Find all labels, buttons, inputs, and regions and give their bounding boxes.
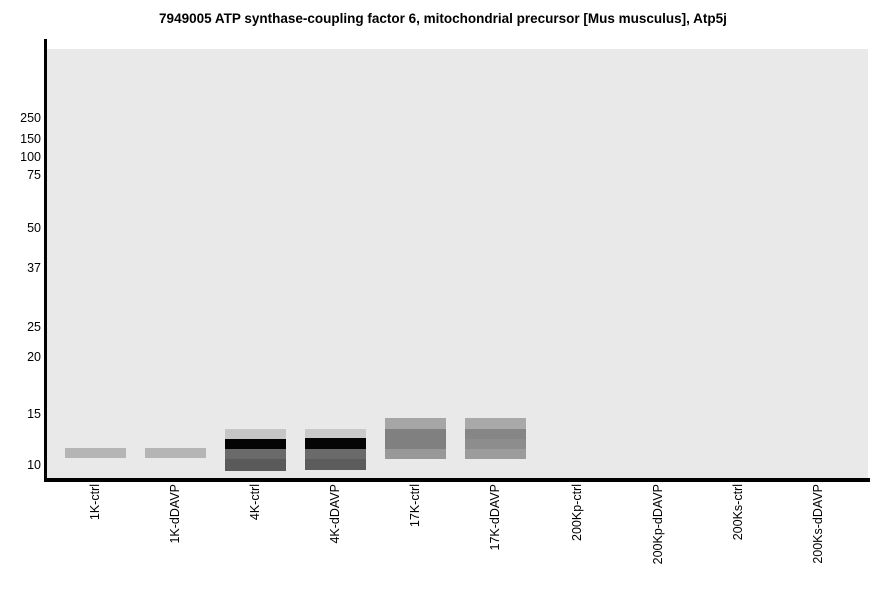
blot-band <box>385 449 446 459</box>
lane-label-4K-dDAVP: 4K-dDAVP <box>328 484 342 544</box>
blot-band <box>465 429 526 439</box>
lane-label-200Ks-ctrl: 200Ks-ctrl <box>731 484 745 541</box>
blot-band <box>305 449 366 459</box>
blot-band <box>65 448 126 458</box>
x-axis-line <box>44 478 870 482</box>
mw-marker-15: 15 <box>27 407 41 421</box>
mw-marker-150: 150 <box>20 132 41 146</box>
blot-band <box>225 439 286 449</box>
mw-marker-20: 20 <box>27 350 41 364</box>
mw-marker-25: 25 <box>27 320 41 334</box>
mw-marker-37: 37 <box>27 261 41 275</box>
y-axis-line <box>44 39 47 482</box>
lane-label-1K-ctrl: 1K-ctrl <box>88 484 102 521</box>
blot-band <box>225 459 286 471</box>
mw-marker-100: 100 <box>20 150 41 164</box>
lane-label-17K-ctrl: 17K-ctrl <box>408 484 422 528</box>
blot-band <box>305 429 366 438</box>
blot-band <box>465 418 526 429</box>
blot-band <box>385 429 446 449</box>
lane-label-1K-dDAVP: 1K-dDAVP <box>168 484 182 544</box>
mw-marker-75: 75 <box>27 168 41 182</box>
blot-band <box>305 438 366 449</box>
figure-title: 7949005 ATP synthase-coupling factor 6, … <box>159 11 727 26</box>
lane-label-200Kp-dDAVP: 200Kp-dDAVP <box>651 484 665 565</box>
blot-band <box>145 448 206 458</box>
blot-band <box>385 418 446 429</box>
lane-label-4K-ctrl: 4K-ctrl <box>248 484 262 521</box>
lane-label-200Ks-dDAVP: 200Ks-dDAVP <box>811 484 825 564</box>
mw-marker-50: 50 <box>27 221 41 235</box>
mw-marker-250: 250 <box>20 111 41 125</box>
blot-band <box>465 449 526 459</box>
blot-band <box>465 439 526 449</box>
mw-marker-10: 10 <box>27 458 41 472</box>
lane-label-17K-dDAVP: 17K-dDAVP <box>488 484 502 551</box>
lane-label-200Kp-ctrl: 200Kp-ctrl <box>570 484 584 541</box>
blot-band <box>225 429 286 439</box>
blot-band <box>305 459 366 470</box>
plot-area <box>47 49 868 478</box>
blot-band <box>225 449 286 459</box>
